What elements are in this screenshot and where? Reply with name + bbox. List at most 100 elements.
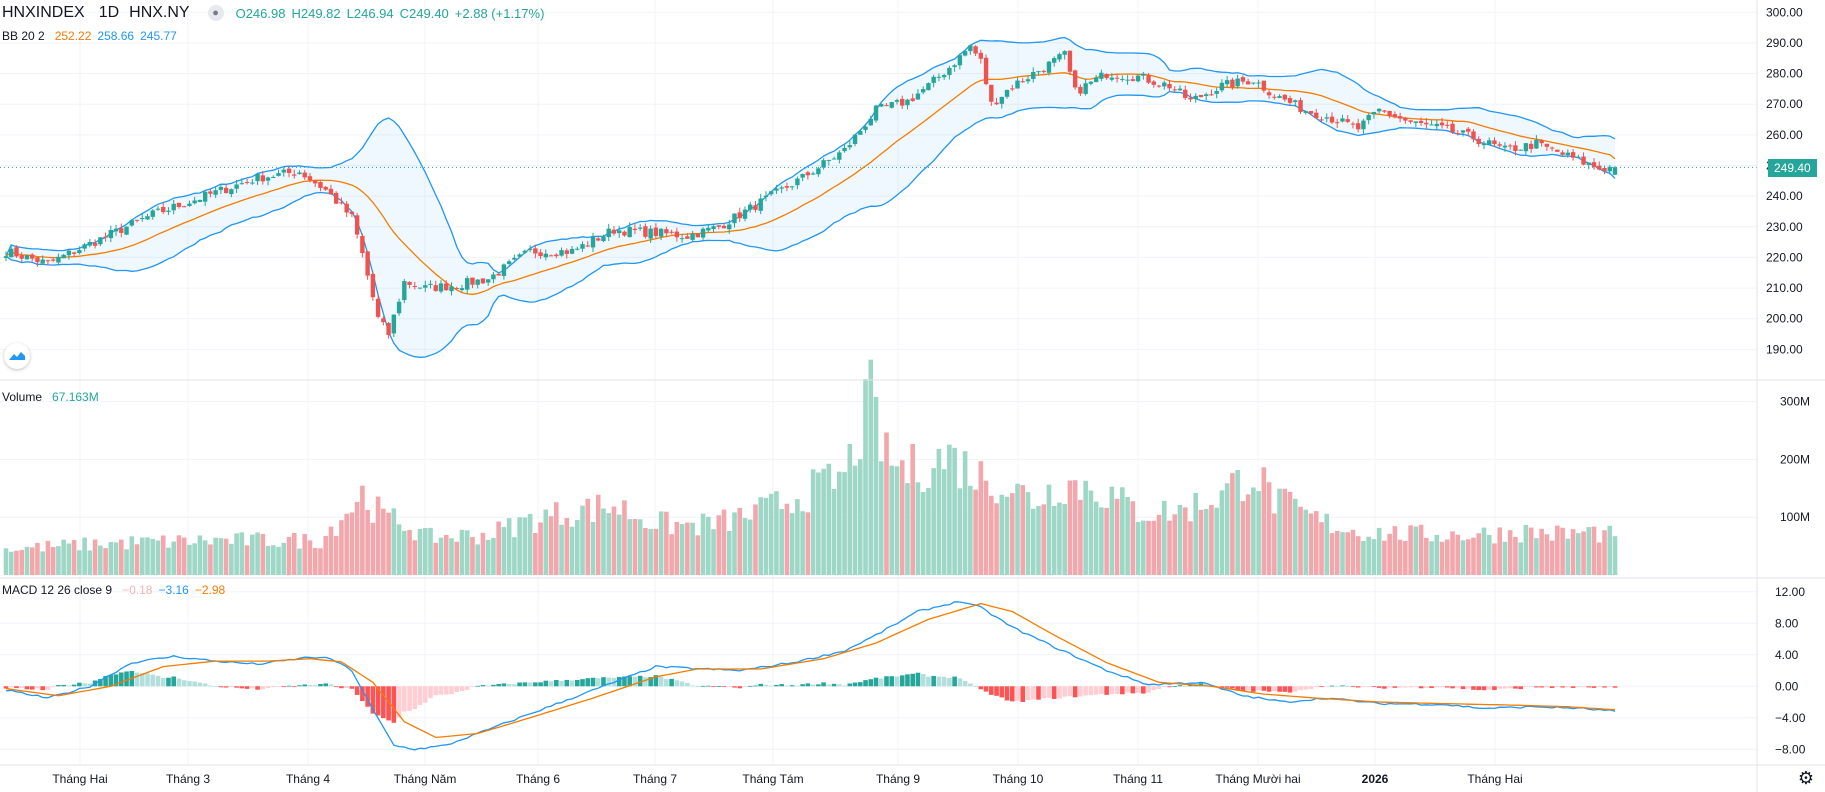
candle-body[interactable] (344, 203, 349, 213)
candle-body[interactable] (1266, 92, 1272, 96)
candle-body[interactable] (108, 229, 114, 239)
volume-bar[interactable] (202, 540, 208, 575)
candle-body[interactable] (1209, 94, 1214, 96)
macd-histogram-bar[interactable] (664, 679, 669, 687)
macd-histogram-bar[interactable] (674, 680, 680, 687)
candle-body[interactable] (617, 230, 622, 234)
volume-bar[interactable] (658, 511, 664, 575)
candle-body[interactable] (1403, 117, 1408, 121)
volume-bar[interactable] (391, 508, 397, 575)
macd-histogram-bar[interactable] (800, 684, 805, 687)
candle-body[interactable] (260, 175, 266, 182)
volume-bar[interactable] (962, 451, 968, 575)
volume-bar[interactable] (606, 513, 612, 575)
volume-bar[interactable] (622, 500, 627, 575)
candle-body[interactable] (1555, 149, 1560, 152)
candle-body[interactable] (889, 102, 894, 108)
macd-histogram-bar[interactable] (344, 686, 349, 688)
macd-histogram-bar[interactable] (1282, 686, 1288, 692)
macd-histogram-bar[interactable] (1376, 686, 1382, 688)
candle-body[interactable] (1361, 120, 1366, 130)
volume-bar[interactable] (947, 444, 952, 575)
volume-bar[interactable] (386, 512, 391, 575)
volume-bar[interactable] (381, 508, 386, 575)
volume-bar[interactable] (501, 527, 507, 575)
candle-body[interactable] (674, 231, 680, 238)
candle-body[interactable] (349, 211, 355, 215)
volume-bar[interactable] (632, 519, 638, 575)
candle-body[interactable] (926, 83, 931, 91)
candle-body[interactable] (265, 177, 271, 181)
candle-body[interactable] (695, 233, 701, 238)
volume-bar[interactable] (590, 521, 596, 575)
candle-body[interactable] (658, 228, 664, 237)
macd-histogram-bar[interactable] (669, 678, 674, 687)
candle-body[interactable] (1020, 81, 1025, 83)
volume-bar[interactable] (1104, 507, 1109, 575)
volume-bar[interactable] (40, 551, 45, 575)
macd-histogram-bar[interactable] (941, 676, 947, 687)
candle-body[interactable] (700, 228, 706, 238)
macd-histogram-bar[interactable] (29, 686, 35, 690)
volume-bar[interactable] (218, 538, 224, 575)
volume-bar[interactable] (726, 530, 732, 575)
macd-histogram-bar[interactable] (1591, 686, 1597, 688)
macd-histogram-bar[interactable] (229, 686, 234, 688)
candle-body[interactable] (863, 126, 868, 130)
candle-body[interactable] (774, 188, 779, 191)
macd-histogram-bar[interactable] (150, 674, 156, 687)
volume-bar[interactable] (1009, 493, 1015, 575)
macd-histogram-bar[interactable] (1450, 686, 1455, 689)
macd-histogram-bar[interactable] (428, 686, 433, 699)
macd-histogram-bar[interactable] (1104, 686, 1109, 695)
macd-histogram-bar[interactable] (962, 680, 968, 687)
volume-bar[interactable] (3, 548, 9, 575)
macd-line[interactable] (5, 601, 1616, 751)
macd-histogram-bar[interactable] (1476, 686, 1482, 691)
candle-body[interactable] (637, 227, 643, 229)
candle-body[interactable] (1230, 79, 1235, 88)
volume-bar[interactable] (784, 503, 790, 575)
macd-histogram-bar[interactable] (255, 686, 260, 690)
candle-body[interactable] (721, 225, 727, 229)
macd-histogram-bar[interactable] (1182, 685, 1188, 687)
macd-histogram-bar[interactable] (302, 684, 308, 687)
macd-histogram-bar[interactable] (648, 677, 653, 687)
macd-histogram-bar[interactable] (889, 676, 895, 687)
volume-bar[interactable] (14, 550, 19, 575)
volume-bar[interactable] (92, 539, 98, 575)
volume-bar[interactable] (312, 548, 318, 575)
candle-body[interactable] (1251, 82, 1256, 84)
candle-body[interactable] (1560, 152, 1565, 155)
volume-bar[interactable] (239, 532, 245, 575)
candle-body[interactable] (181, 206, 187, 208)
candle-body[interactable] (491, 274, 496, 280)
candle-body[interactable] (1188, 97, 1193, 100)
candle-body[interactable] (737, 212, 742, 219)
candle-body[interactable] (1439, 122, 1445, 126)
volume-bar[interactable] (1277, 488, 1282, 575)
macd-histogram-bar[interactable] (1350, 686, 1356, 688)
candle-body[interactable] (1387, 110, 1392, 116)
macd-histogram-bar[interactable] (1141, 686, 1146, 694)
macd-histogram-bar[interactable] (711, 686, 716, 688)
macd-histogram-bar[interactable] (265, 686, 271, 689)
macd-histogram-bar[interactable] (139, 673, 145, 687)
macd-histogram-bar[interactable] (1004, 686, 1010, 701)
macd-histogram-bar[interactable] (417, 686, 423, 705)
candle-body[interactable] (333, 192, 339, 204)
macd-histogram-bar[interactable] (983, 686, 989, 692)
macd-histogram-bar[interactable] (627, 676, 632, 687)
macd-histogram-bar[interactable] (821, 682, 826, 687)
macd-histogram-bar[interactable] (244, 686, 250, 689)
macd-histogram-bar[interactable] (124, 671, 129, 687)
volume-bar[interactable] (166, 547, 171, 575)
volume-bar[interactable] (98, 545, 103, 575)
macd-histogram-bar[interactable] (1230, 686, 1235, 689)
volume-bar[interactable] (339, 520, 344, 575)
macd-histogram-bar[interactable] (202, 683, 208, 687)
candle-body[interactable] (1093, 77, 1099, 83)
candle-body[interactable] (821, 160, 826, 168)
candle-body[interactable] (1324, 117, 1329, 119)
volume-bar[interactable] (449, 538, 454, 575)
